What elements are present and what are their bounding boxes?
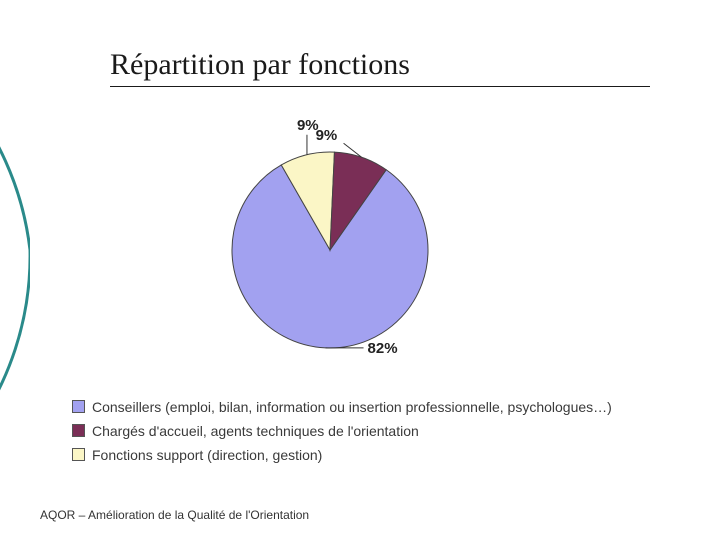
title-rule bbox=[110, 86, 650, 87]
pie-chart: 82%9%9% bbox=[180, 130, 540, 370]
legend-swatch bbox=[72, 400, 85, 413]
pie-slice-label: 9% bbox=[316, 127, 338, 144]
pie-slice-label: 82% bbox=[368, 340, 398, 357]
legend-label: Fonctions support (direction, gestion) bbox=[92, 446, 322, 464]
legend-label: Chargés d'accueil, agents techniques de … bbox=[92, 422, 419, 440]
title-block: Répartition par fonctions bbox=[110, 48, 680, 87]
accent-arc bbox=[0, 0, 30, 540]
legend-swatch bbox=[72, 424, 85, 437]
slide: Répartition par fonctions 82%9%9% Consei… bbox=[0, 0, 720, 540]
accent-arc-path bbox=[0, 0, 30, 540]
legend: Conseillers (emploi, bilan, information … bbox=[72, 392, 680, 471]
legend-item: Chargés d'accueil, agents techniques de … bbox=[72, 422, 680, 440]
page-title: Répartition par fonctions bbox=[110, 48, 680, 82]
legend-swatch bbox=[72, 448, 85, 461]
legend-item: Fonctions support (direction, gestion) bbox=[72, 446, 680, 464]
footer-text: AQOR – Amélioration de la Qualité de l'O… bbox=[40, 508, 309, 522]
legend-label: Conseillers (emploi, bilan, information … bbox=[92, 398, 612, 416]
legend-item: Conseillers (emploi, bilan, information … bbox=[72, 398, 680, 416]
pie-svg bbox=[180, 130, 540, 370]
